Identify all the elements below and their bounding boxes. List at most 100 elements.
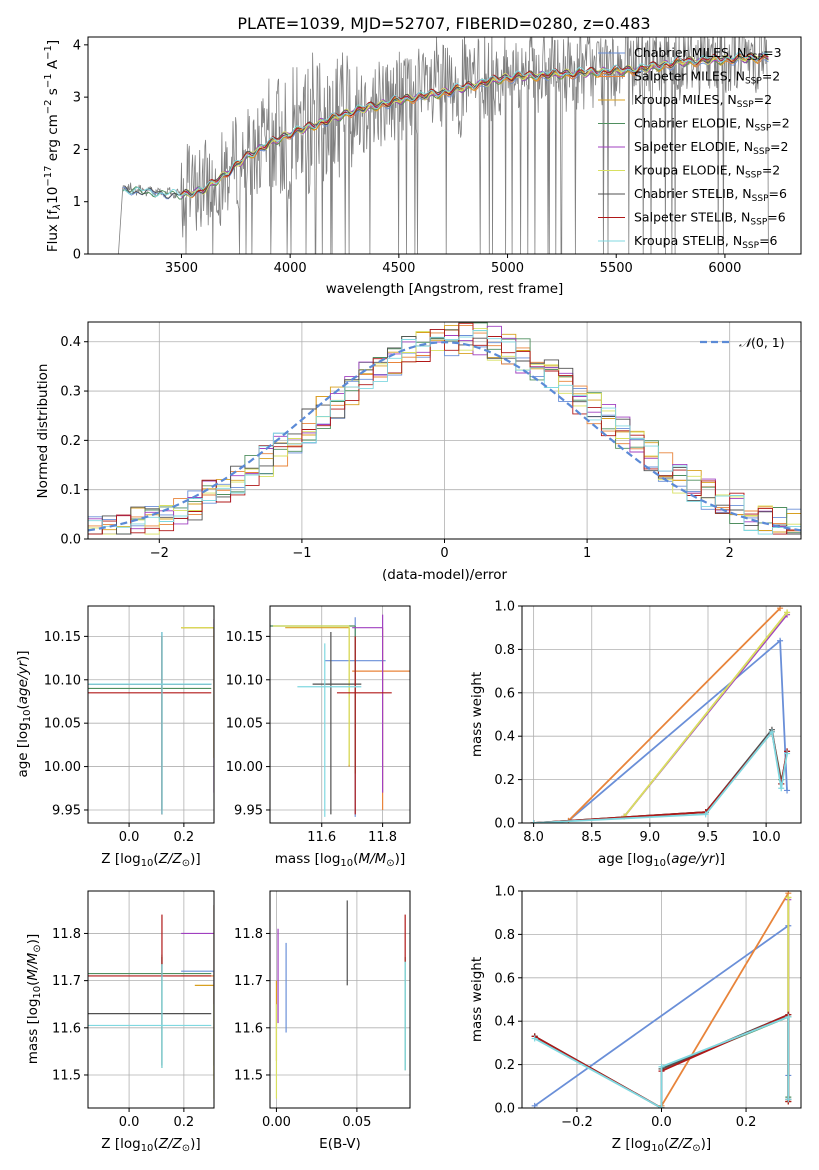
y-tick-label: 3 (73, 91, 81, 106)
panel-age_vs_mass: 11.6 11.8 9.95 10.00 10.05 10.10 10.15 mass [lo… (226, 605, 411, 869)
legend-entry: 𝒩(0, 1) (739, 335, 785, 350)
legend-sub: SSP (737, 100, 754, 110)
plot-area (88, 905, 214, 1099)
plot-area (88, 619, 214, 815)
data-point-marker (658, 1063, 665, 1070)
y-label-part: age/yr (15, 660, 31, 705)
y-tick-label: 0.8 (494, 928, 515, 943)
legend-sub: SSP (746, 53, 763, 63)
y-label-part: M/M (25, 952, 41, 980)
legend-sub: SSP (753, 147, 770, 157)
x-label-sub: 10 (141, 1143, 154, 1154)
x-axis-label: Z [log10(Z/Z⊙)] (101, 851, 200, 869)
x-tick-label: 8.0 (523, 830, 544, 845)
legend-label: Salpeter ELODIE, N (634, 139, 753, 154)
y-tick-label: 9.95 (234, 803, 263, 818)
x-tick-label: 0 (440, 546, 448, 561)
y-tick-label: 4 (73, 38, 81, 53)
y-tick-label: 0.0 (494, 1102, 515, 1117)
x-tick-label: 0.05 (342, 1115, 371, 1130)
y-label-sup: −1 (43, 45, 54, 60)
legend-n: =6 (767, 210, 785, 225)
data-point-marker (784, 787, 791, 794)
y-tick-label: 0 (73, 248, 81, 263)
x-tick-label: 1 (583, 546, 591, 561)
x-label-part: mass [log (275, 851, 341, 867)
x-label-part: ( (153, 1136, 158, 1152)
x-label-sub: ⊙ (692, 1143, 700, 1154)
y-label-part: 10 (45, 187, 61, 204)
axes-frame (87, 605, 215, 824)
y-label-part: A (45, 59, 61, 73)
y-label-part: ( (15, 704, 31, 709)
series-line (567, 607, 781, 822)
x-label-part: Z [log (612, 1136, 651, 1152)
legend-label: Chabrier STELIB, N (634, 186, 752, 201)
legend-entry: Salpeter MILES, NSSP=2 (634, 69, 780, 87)
y-tick-label: 11.8 (52, 927, 81, 942)
y-tick-label: 10.10 (226, 673, 263, 688)
y-tick-label: 1 (73, 195, 81, 210)
y-label-part: ] (45, 40, 61, 45)
x-tick-label: −1 (292, 546, 311, 561)
y-label-sub: λ (52, 204, 63, 211)
series-line (623, 611, 788, 818)
data-point-marker (768, 728, 775, 735)
legend-entry: Chabrier ELODIE, NSSP=2 (634, 116, 790, 134)
y-tick-label: 10.05 (226, 717, 263, 732)
data-point-marker (531, 1035, 538, 1042)
x-label-sub: 10 (340, 858, 353, 869)
y-tick-label: 0.6 (494, 971, 515, 986)
x-axis-label: age [log10(age/yr)] (598, 851, 725, 869)
x-tick-label: 3500 (165, 261, 198, 276)
data-point-marker (784, 750, 791, 757)
x-axis-label: wavelength [Angstrom, rest frame] (326, 281, 564, 297)
x-label-sub: ⊙ (182, 1143, 190, 1154)
data-point-marker (785, 1096, 792, 1103)
legend-entry: Salpeter STELIB, NSSP=6 (634, 210, 786, 228)
x-label-part: )] (190, 851, 201, 867)
x-tick-label: 4500 (382, 261, 415, 276)
y-label-part: Flux [f (45, 209, 61, 253)
legend-sub: SSP (750, 218, 767, 228)
x-tick-label: 5000 (491, 261, 524, 276)
x-tick-label: 4000 (274, 261, 307, 276)
x-tick-label: 11.8 (368, 830, 397, 845)
x-tick-label: 9.5 (698, 830, 719, 845)
y-label-sub: 10 (32, 986, 43, 999)
x-label-part: )] (395, 851, 406, 867)
y-tick-label: 1.0 (494, 600, 515, 615)
panel-residuals: −2 −1 0 1 2 0.0 0.1 0.2 0.3 0.4 𝒩(0, 1) (data-model… (35, 321, 802, 583)
y-axis-label: mass [log10(M/M⊙)] (25, 934, 43, 1064)
axes-frame (87, 890, 215, 1109)
panel-mass_weight_vs_age: 8.0 8.5 9.0 9.5 10.0 0.0 0.2 0.4 0.6 0.8 1.0 mass w… (469, 600, 802, 869)
legend-n: =6 (769, 186, 787, 201)
legend-n: =6 (759, 233, 777, 248)
legend-n: =2 (762, 69, 780, 84)
x-tick-label: 0.2 (174, 1115, 195, 1130)
data-point-marker (658, 1105, 665, 1108)
x-label-sub: ⊙ (182, 858, 190, 869)
legend-sub: SSP (745, 171, 762, 181)
plot-area (270, 614, 410, 817)
legend-label: (0, 1) (751, 335, 785, 350)
y-label-sup: −1 (43, 73, 54, 88)
x-tick-label: 0.2 (174, 830, 195, 845)
y-tick-label: 11.7 (52, 974, 81, 989)
y-tick-label: 0.4 (60, 335, 81, 350)
y-tick-label: 0.2 (494, 1058, 515, 1073)
x-tick-label: 11.6 (307, 830, 336, 845)
y-axis-label: Normed distribution (35, 364, 51, 499)
y-label-sup: −2 (43, 99, 54, 114)
x-axis-label: (data-model)/error (382, 567, 508, 583)
x-tick-label: 5500 (600, 261, 633, 276)
legend-n: =2 (754, 92, 772, 107)
y-tick-label: 0.2 (494, 773, 515, 788)
x-label-sub: 10 (141, 858, 154, 869)
y-label-sub: ⊙ (32, 944, 43, 952)
histogram-step-line (88, 330, 801, 535)
x-tick-label: −2 (150, 546, 169, 561)
